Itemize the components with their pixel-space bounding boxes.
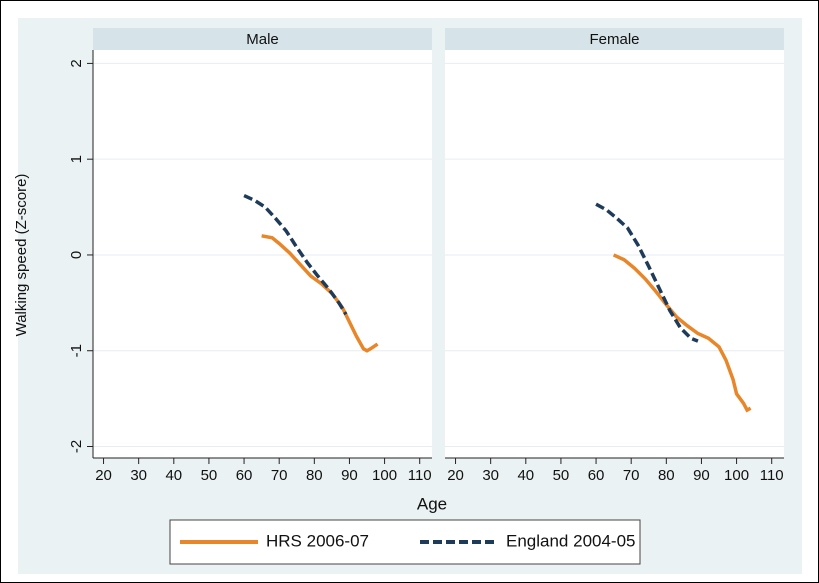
legend-label: England 2004-05 [506, 531, 636, 550]
x-tick-label: 80 [658, 467, 675, 484]
x-tick-label: 30 [482, 467, 499, 484]
y-tick-label: -1 [68, 344, 85, 357]
strip [93, 28, 432, 50]
plot-area [93, 50, 432, 458]
x-tick-label: 70 [271, 467, 288, 484]
y-tick-label: -2 [68, 440, 85, 453]
panel-title: Female [589, 31, 639, 48]
series-line [243, 193, 348, 316]
y-tick-label: 2 [68, 59, 85, 67]
y-tick-label: 0 [68, 251, 85, 259]
x-tick-label: 80 [306, 467, 323, 484]
x-tick-label: 40 [517, 467, 534, 484]
x-tick-label: 90 [693, 467, 710, 484]
x-tick-label: 20 [95, 467, 112, 484]
x-tick-label: 50 [201, 467, 218, 484]
series-line [612, 253, 752, 413]
y-tick-label: 1 [68, 155, 85, 163]
x-tick-label: 90 [341, 467, 358, 484]
series-line [595, 202, 699, 343]
x-tick-label: 60 [588, 467, 605, 484]
x-tick-label: 60 [236, 467, 253, 484]
x-tick-label: 100 [372, 467, 397, 484]
strip [445, 28, 784, 50]
x-axis-label: Age [417, 494, 447, 513]
legend-label: HRS 2006-07 [266, 531, 369, 550]
x-tick-label: 110 [408, 467, 432, 484]
x-tick-label: 70 [623, 467, 640, 484]
x-tick-label: 50 [553, 467, 570, 484]
x-tick-label: 40 [165, 467, 182, 484]
x-tick-label: 30 [130, 467, 147, 484]
panel-title: Male [246, 31, 279, 48]
x-tick-label: 20 [447, 467, 464, 484]
x-tick-label: 110 [760, 467, 784, 484]
y-axis-label: Walking speed (Z-score) [13, 174, 30, 337]
x-tick-label: 100 [724, 467, 749, 484]
